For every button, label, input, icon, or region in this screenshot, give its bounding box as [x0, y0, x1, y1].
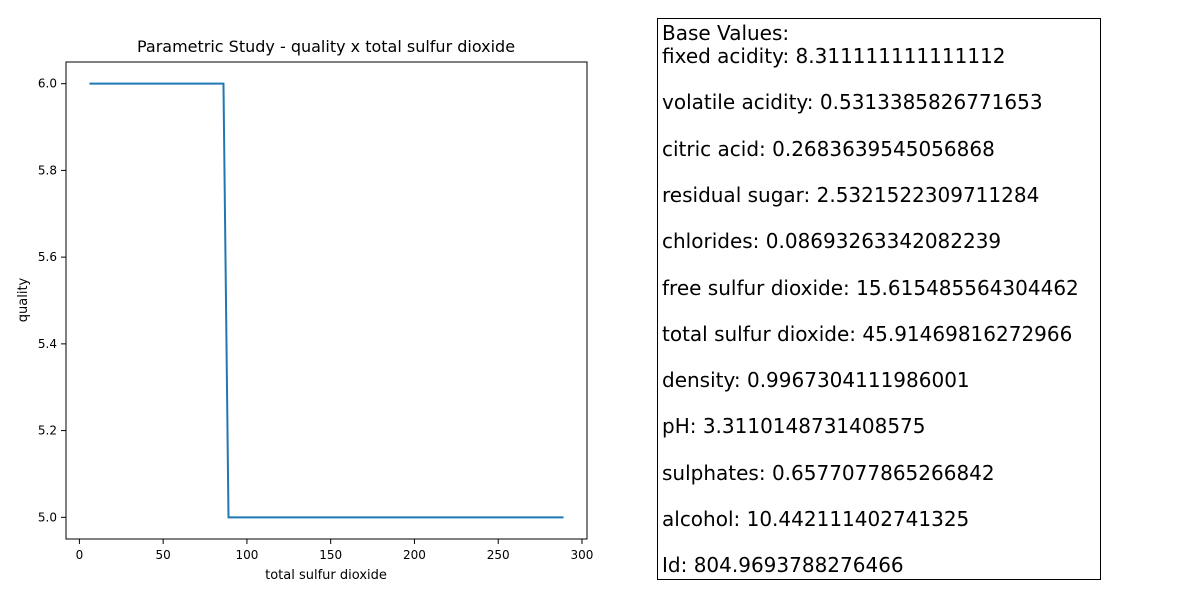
base-values-panel: Base Values: fixed acidity: 8.3111111111…	[657, 18, 1101, 580]
base-value-line: alcohol: 10.442111402741325	[662, 507, 970, 531]
x-tick-label: 250	[487, 548, 510, 562]
x-tick-label: 200	[403, 548, 426, 562]
base-value-line: density: 0.9967304111986001	[662, 368, 970, 393]
y-tick-label: 5.0	[38, 510, 57, 524]
y-axis-label: quality	[16, 277, 31, 322]
base-value-line: free sulfur dioxide: 15.615485564304462	[662, 275, 1079, 300]
x-tick-label: 100	[235, 548, 258, 562]
y-tick-label: 6.0	[38, 77, 57, 91]
plot-area	[65, 61, 588, 540]
x-tick-label: 50	[156, 548, 171, 562]
base-value-line: pH: 3.3110148731408575	[662, 414, 926, 439]
base-value-line: fixed acidity: 8.311111111111112	[662, 44, 1006, 68]
base-value-line: citric acid: 0.2683639545056868	[662, 136, 995, 161]
y-axis-ticks: 5.0 5.2 5.4 5.6 5.8 6.0	[38, 77, 66, 524]
y-tick-label: 5.8	[38, 163, 57, 177]
line-chart: Parametric Study - quality x total sulfu…	[16, 37, 594, 583]
base-value-line: residual sugar: 2.5321522309711284	[662, 182, 1040, 207]
series-line	[89, 82, 564, 519]
y-tick-label: 5.6	[38, 250, 57, 264]
y-tick-label: 5.4	[38, 337, 57, 351]
x-axis-label: total sulfur dioxide	[265, 568, 387, 583]
y-tick-label: 5.2	[38, 424, 57, 438]
x-tick-label: 0	[76, 548, 84, 562]
base-value-line: volatile acidity: 0.5313385826771653	[662, 90, 1043, 115]
base-values-title: Base Values:	[662, 21, 790, 45]
x-axis-ticks: 0 50 100 150 200 250 300	[76, 539, 594, 562]
x-tick-label: 150	[319, 548, 342, 562]
base-value-line: Id: 804.9693788276466	[662, 553, 904, 578]
base-value-line: total sulfur dioxide: 45.91469816272966	[662, 321, 1073, 346]
chart-title: Parametric Study - quality x total sulfu…	[137, 37, 515, 56]
x-tick-label: 300	[571, 548, 594, 562]
base-value-line: chlorides: 0.08693263342082239	[662, 229, 1002, 254]
base-value-line: sulphates: 0.6577077865266842	[662, 460, 995, 485]
